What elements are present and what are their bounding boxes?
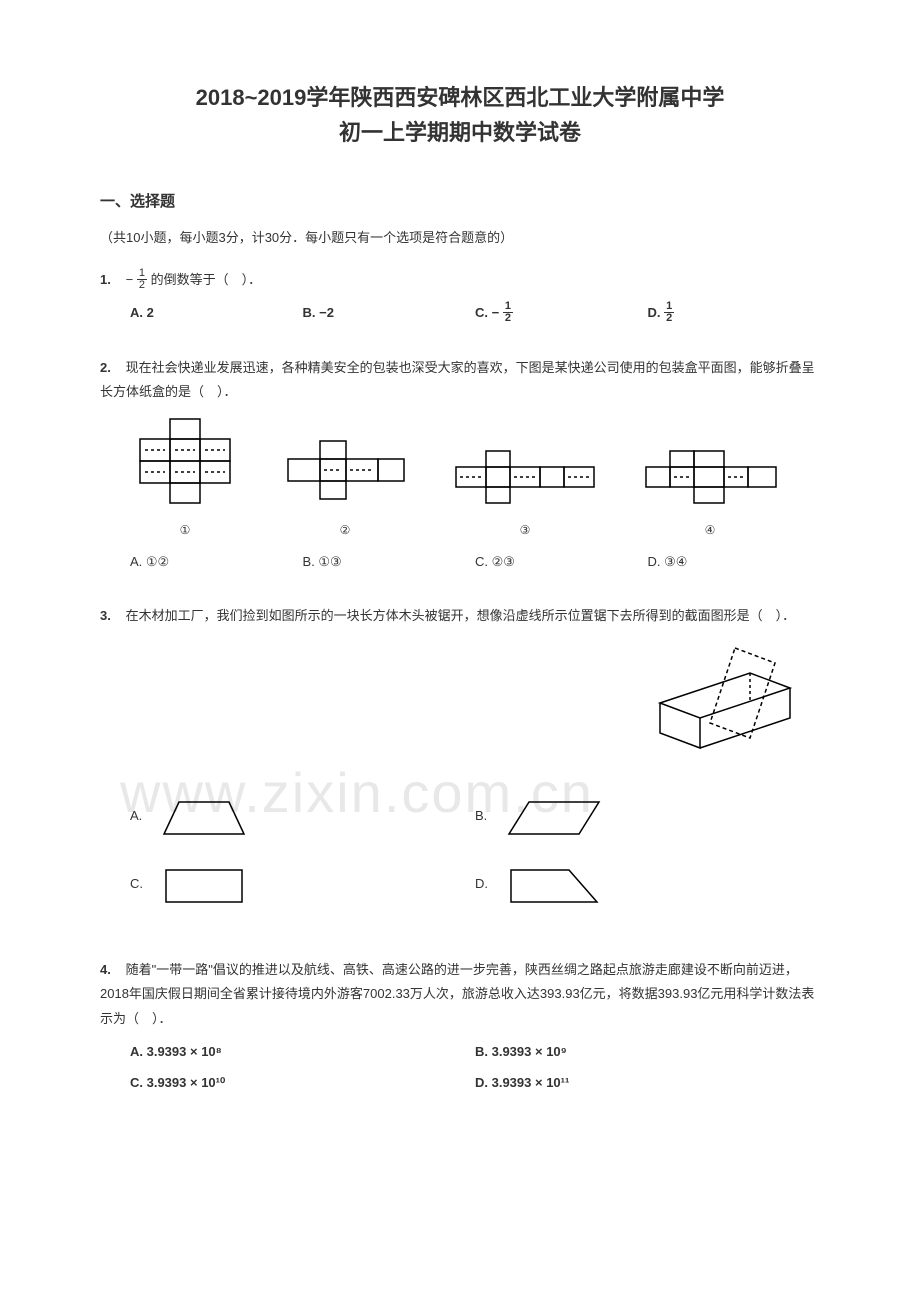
q2-fig-1: ① [130,417,240,542]
section-1-note: （共10小题，每小题3分，计30分．每小题只有一个选项是符合题意的） [100,227,820,246]
q1-option-b: B. −2 [303,301,476,326]
quad-icon [499,860,609,910]
q3-option-c: C. [130,860,475,910]
q2-fig-2: ② [280,437,410,542]
q4-option-a: A. 3.9393 × 10⁸ [130,1040,475,1065]
q2-fig-4: ④ [640,447,780,542]
q3-options: A. B. C. D. [130,792,820,928]
q1-stem: − 12 的倒数等于（ ）． [126,272,261,287]
section-1-header: 一、选择题 [100,190,820,211]
question-3: 3. 在木材加工厂，我们捡到如图所示的一块长方体木头被锯开，想像沿虚线所示位置锯… [100,604,820,927]
q3-number: 3. [100,604,122,629]
q3-option-d: D. [475,860,820,910]
q4-option-d: D. 3.9393 × 10¹¹ [475,1071,820,1096]
q3-option-b: B. [475,792,820,842]
exam-title: 2018~2019学年陕西西安碑林区西北工业大学附属中学 初一上学期期中数学试卷 [100,80,820,150]
q4-option-b: B. 3.9393 × 10⁹ [475,1040,820,1065]
q4-stem: 随着"一带一路"倡议的推进以及航线、高铁、高速公路的进一步完善，陕西丝绸之路起点… [100,962,814,1026]
q3-cuboid-figure [640,633,810,772]
title-line-1: 2018~2019学年陕西西安碑林区西北工业大学附属中学 [100,80,820,115]
q3-stem: 在木材加工厂，我们捡到如图所示的一块长方体木头被锯开，想像沿虚线所示位置锯下去所… [126,608,796,623]
q2-figures: ① ② [130,417,820,542]
q4-option-c: C. 3.9393 × 10¹⁰ [130,1071,475,1096]
q1-option-c: C. − 12 [475,301,648,326]
q1-options: A. 2 B. −2 C. − 12 D. 12 [130,301,820,326]
question-1: 1. − 12 的倒数等于（ ）． A. 2 B. −2 C. − 12 D. … [100,268,820,325]
trapezoid-icon [154,792,254,842]
q4-options: A. 3.9393 × 10⁸ B. 3.9393 × 10⁹ C. 3.939… [130,1040,820,1101]
q2-option-c: C. ②③ [475,550,648,575]
q2-option-a: A. ①② [130,550,303,575]
q2-fig-3: ③ [450,447,600,542]
q2-number: 2. [100,356,122,381]
question-4: 4. 随着"一带一路"倡议的推进以及航线、高铁、高速公路的进一步完善，陕西丝绸之… [100,958,820,1101]
rectangle-icon [154,860,254,910]
q2-stem: 现在社会快递业发展迅速，各种精美安全的包装也深受大家的喜欢，下图是某快递公司使用… [100,360,815,400]
q4-number: 4. [100,958,122,983]
q3-option-a: A. [130,792,475,842]
q2-option-b: B. ①③ [303,550,476,575]
question-2: 2. 现在社会快递业发展迅速，各种精美安全的包装也深受大家的喜欢，下图是某快递公… [100,356,820,575]
parallelogram-icon [499,792,609,842]
q1-option-a: A. 2 [130,301,303,326]
q2-option-d: D. ③④ [648,550,821,575]
q1-option-d: D. 12 [648,301,821,326]
title-line-2: 初一上学期期中数学试卷 [100,115,820,150]
q1-number: 1. [100,268,122,293]
q2-options: A. ①② B. ①③ C. ②③ D. ③④ [130,550,820,575]
